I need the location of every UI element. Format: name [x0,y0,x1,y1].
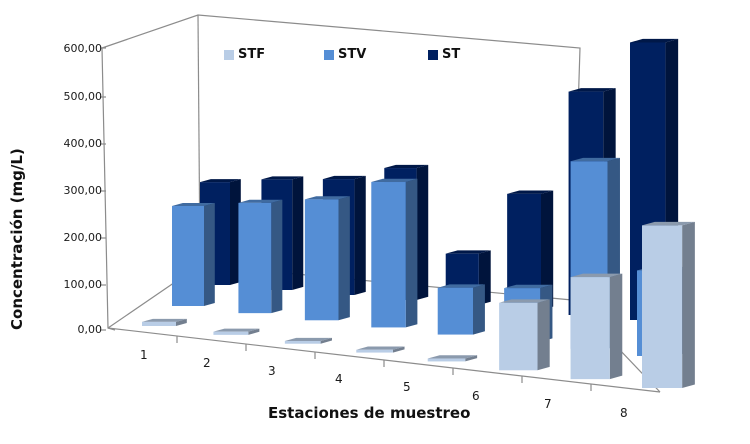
legend-item-stv: STV [324,47,366,62]
legend-item-stf: STF [224,47,265,62]
y-tick: 0,00 [77,323,103,336]
x-tick: 7 [544,397,552,411]
x-tick: 3 [268,364,276,378]
x-tick: 5 [403,380,411,394]
y-tick: 500,00 [63,90,103,103]
legend-label: STV [338,47,367,62]
x-tick: 8 [620,406,628,420]
x-tick: 1 [140,348,148,362]
y-axis-label: Concentración (mg/L) [8,148,26,330]
legend-swatch-stv [324,49,334,60]
y-tick: 400,00 [63,137,103,150]
x-tick: 2 [203,356,211,370]
legend-label: STF [238,47,266,62]
y-tick: 100,00 [63,278,103,291]
legend-swatch-stf [224,49,234,60]
x-axis-label: Estaciones de muestreo [268,404,471,422]
legend-label: ST [442,47,461,62]
x-tick: 4 [335,372,343,386]
legend-item-st: ST [428,47,460,62]
legend-swatch-st [428,49,438,60]
y-tick: 600,00 [63,42,103,55]
y-tick: 300,00 [63,184,103,197]
y-tick: 200,00 [63,231,103,244]
x-tick: 6 [472,389,480,403]
